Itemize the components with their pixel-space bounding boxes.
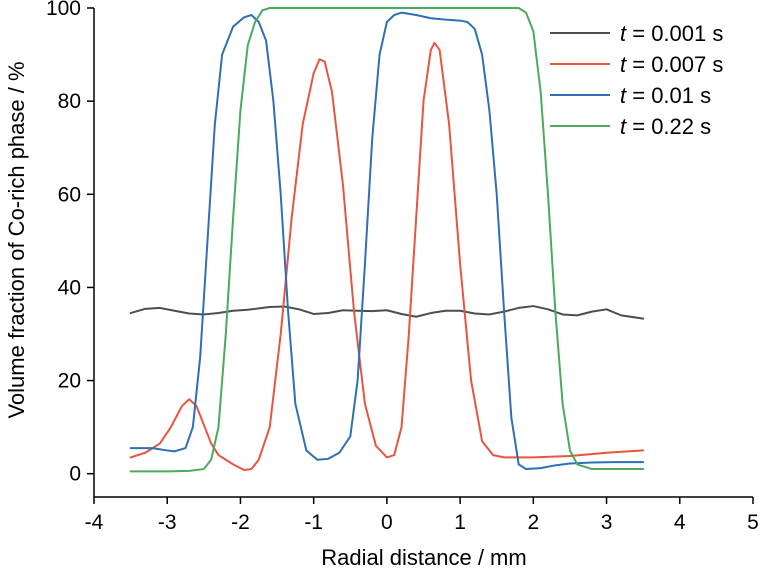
- y-tick-label: 0: [69, 463, 81, 486]
- x-tick-label: -3: [158, 511, 177, 534]
- y-axis: 0 20 40 60 80 100: [46, 0, 94, 486]
- x-tick-label: 5: [747, 511, 759, 534]
- x-tick-label: 0: [381, 511, 393, 534]
- x-tick-label: 2: [527, 511, 539, 534]
- x-tick-label: 4: [674, 511, 686, 534]
- y-tick-label: 100: [46, 0, 81, 20]
- series-line-2: [129, 41, 645, 471]
- series-line-1: [129, 305, 645, 320]
- y-tick-label: 80: [58, 90, 81, 113]
- plot-frame: [93, 8, 753, 498]
- legend: t = 0.001 s t = 0.007 s t = 0.01 s t = 0.22…: [550, 21, 723, 139]
- x-axis-label: Radial distance / mm: [321, 545, 526, 570]
- x-tick-label: -4: [85, 511, 104, 534]
- y-tick-label: 60: [58, 183, 81, 206]
- y-tick-label: 20: [58, 370, 81, 393]
- x-tick-label: 3: [601, 511, 613, 534]
- x-axis: -4 -3 -2 -1 0 1 2 3 4 5: [85, 497, 759, 534]
- x-tick-label: -1: [304, 511, 323, 534]
- series-line-3: [129, 11, 645, 471]
- y-axis-label: Volume fraction of Co-rich phase / %: [4, 61, 29, 418]
- series-line-4: [129, 7, 645, 473]
- legend-label-3: t = 0.01 s: [620, 83, 711, 108]
- x-tick-label: 1: [454, 511, 466, 534]
- legend-label-1: t = 0.001 s: [620, 21, 723, 46]
- x-tick-label: -2: [231, 511, 250, 534]
- y-tick-label: 40: [58, 276, 81, 299]
- legend-label-2: t = 0.007 s: [620, 52, 723, 77]
- series-layer: [129, 7, 645, 473]
- legend-label-4: t = 0.22 s: [620, 114, 711, 139]
